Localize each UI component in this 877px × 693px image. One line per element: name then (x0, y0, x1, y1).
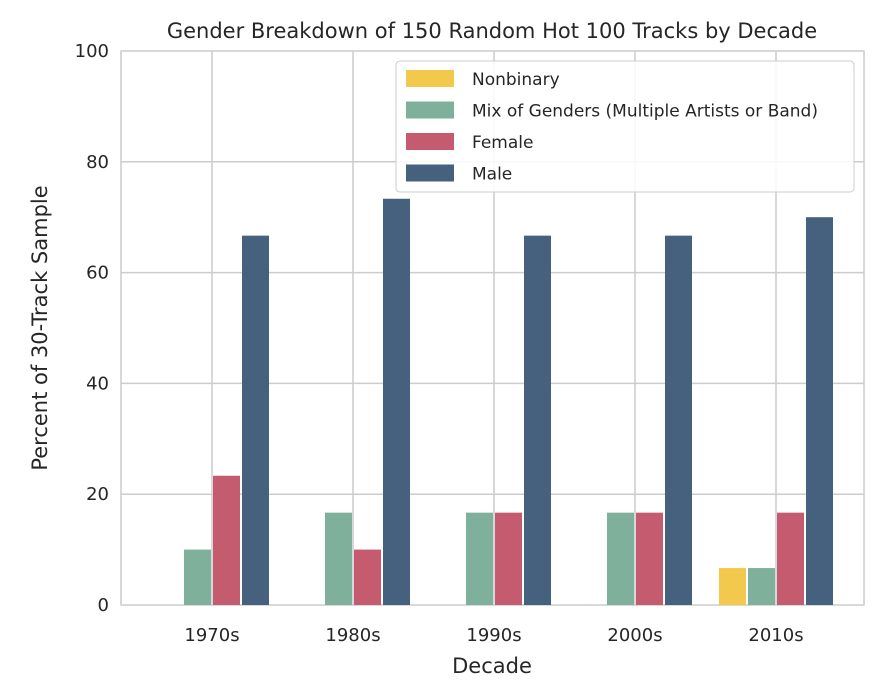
x-tick-label: 1980s (325, 625, 380, 646)
y-tick-label: 100 (75, 41, 109, 62)
bar-female-1990s (495, 512, 522, 605)
y-tick-label: 80 (86, 152, 109, 173)
bar-male-1980s (383, 198, 410, 605)
bar-male-1970s (242, 235, 269, 605)
bar-female-1970s (213, 475, 240, 605)
x-tick-label: 1970s (184, 625, 239, 646)
y-tick-label: 40 (86, 373, 109, 394)
x-axis-ticks: 1970s 1980s 1990s 2000s 2010s (184, 625, 803, 646)
chart-title: Gender Breakdown of 150 Random Hot 100 T… (167, 19, 817, 43)
bar-female-1980s (354, 549, 381, 605)
bar-nonbinary-2010s (719, 568, 746, 605)
legend-label: Female (472, 133, 533, 153)
legend-label: Male (472, 165, 512, 185)
bar-mix-2010s (748, 568, 775, 605)
bars (184, 198, 833, 605)
legend-swatch (406, 70, 454, 87)
legend-swatch (406, 101, 454, 119)
bar-mix-2000s (607, 512, 634, 605)
bar-male-1990s (524, 235, 551, 605)
y-tick-label: 60 (86, 263, 109, 284)
x-tick-label: 2010s (748, 625, 803, 646)
y-axis-label: Percent of 30-Track Sample (28, 185, 52, 470)
y-tick-label: 0 (98, 595, 109, 616)
bar-female-2010s (777, 512, 804, 605)
bar-mix-1990s (466, 512, 493, 605)
bar-male-2000s (665, 235, 692, 605)
legend: Nonbinary Mix of Genders (Multiple Artist… (395, 60, 855, 193)
y-tick-label: 20 (86, 484, 109, 505)
legend-box (395, 60, 855, 193)
bar-male-2010s (806, 217, 833, 605)
bar-mix-1970s (184, 549, 211, 605)
legend-label: Mix of Genders (Multiple Artists or Band… (472, 102, 818, 122)
legend-swatch (406, 133, 454, 150)
x-tick-label: 2000s (607, 625, 662, 646)
legend-swatch (406, 164, 454, 182)
y-axis-ticks: 0 20 40 60 80 100 (75, 41, 109, 616)
x-axis-label: Decade (452, 654, 532, 678)
legend-items: Nonbinary Mix of Genders (Multiple Artist… (406, 70, 818, 185)
x-tick-label: 1990s (466, 625, 521, 646)
bar-mix-1980s (325, 512, 352, 605)
bar-female-2000s (636, 512, 663, 605)
legend-label: Nonbinary (472, 70, 560, 90)
